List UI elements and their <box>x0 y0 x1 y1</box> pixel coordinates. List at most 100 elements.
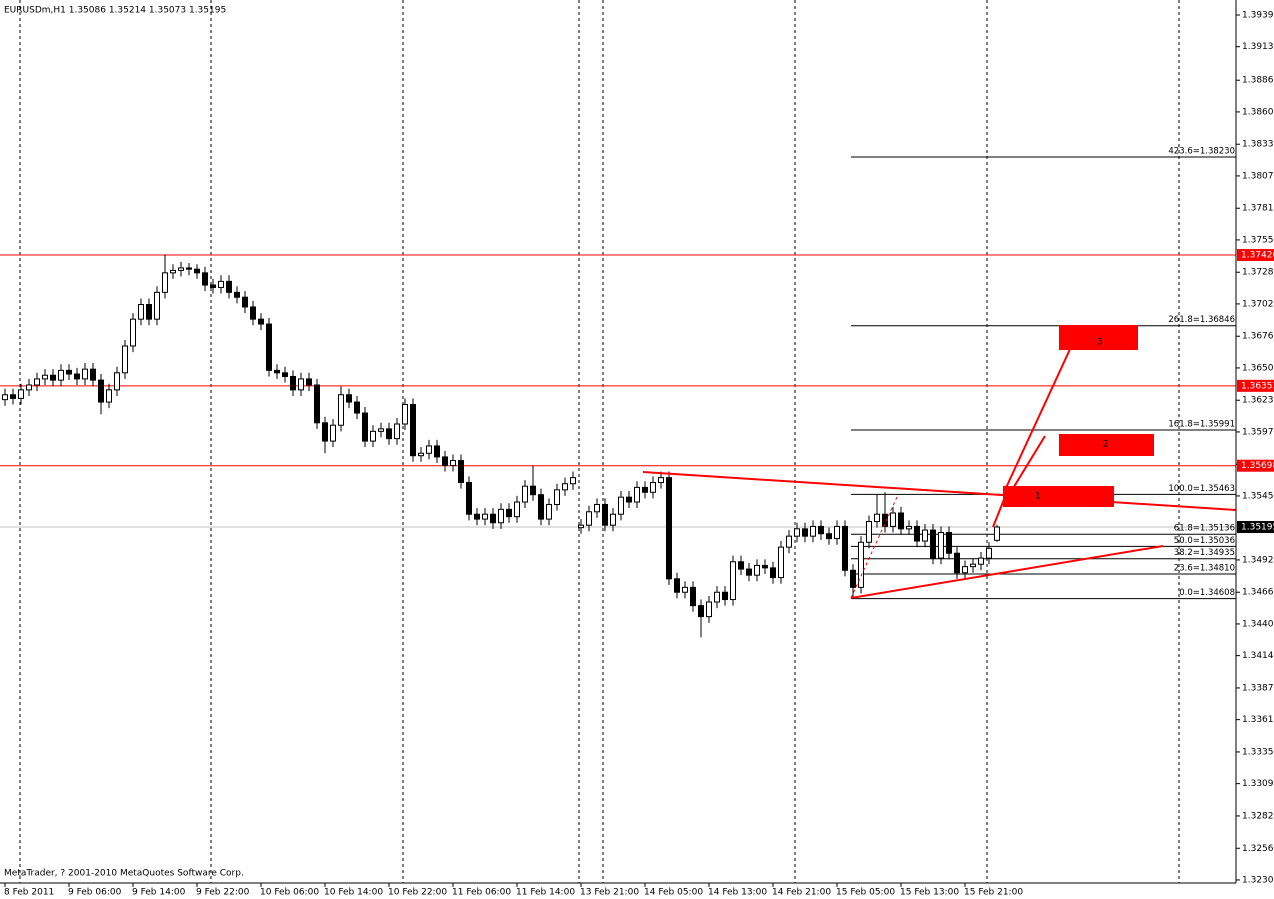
x-tick-label: 15 Feb 05:00 <box>836 888 895 898</box>
y-tick-label: 1.34400 <box>1242 619 1274 629</box>
candle-body <box>274 369 280 374</box>
candle-body <box>194 268 200 274</box>
candle-body <box>914 525 920 542</box>
candle-body <box>90 368 96 381</box>
candle-body <box>610 513 616 526</box>
trendline <box>850 545 1164 599</box>
candle-body <box>898 512 904 530</box>
candle-body <box>34 378 40 386</box>
candle-body <box>778 546 784 579</box>
y-tick-label: 1.38075 <box>1242 171 1274 181</box>
candle-body <box>674 578 680 593</box>
candle-body <box>394 423 400 440</box>
candle-body <box>2 394 8 401</box>
candle-body <box>562 483 568 491</box>
candle-body <box>738 561 744 570</box>
candle-body <box>178 267 184 271</box>
y-tick-label: 1.37810 <box>1242 204 1274 214</box>
fib-label: 261.8=1.36846 <box>1168 315 1235 325</box>
candle-body <box>130 318 136 347</box>
y-tick-label: 1.36235 <box>1242 396 1274 406</box>
candle-body <box>682 586 688 593</box>
x-tick-label: 8 Feb 2011 <box>4 888 54 898</box>
trendline <box>1004 346 1072 491</box>
candle-body <box>226 280 232 293</box>
y-tick-label: 1.38335 <box>1242 140 1274 150</box>
y-tick-label: 1.34140 <box>1242 651 1274 661</box>
price-label: 1.37426 <box>1241 251 1274 261</box>
y-tick-label: 1.33875 <box>1242 683 1274 693</box>
y-tick-label: 1.38860 <box>1242 76 1274 86</box>
candle-body <box>378 428 384 432</box>
candle-body <box>570 477 576 485</box>
x-tick-label: 14 Feb 21:00 <box>772 888 831 898</box>
candle-body <box>170 269 176 274</box>
candle-body <box>954 552 960 574</box>
y-tick-label: 1.32560 <box>1242 844 1274 854</box>
x-tick-label: 10 Feb 22:00 <box>388 888 447 898</box>
fib-label: 50.0=1.35036 <box>1174 536 1235 546</box>
candle-body <box>698 605 704 618</box>
box-label: 1 <box>1035 492 1041 502</box>
candle-body <box>666 477 672 580</box>
candle-body <box>650 482 656 493</box>
candle-body <box>458 460 464 484</box>
candle-body <box>346 394 352 403</box>
candle-body <box>162 272 168 293</box>
fib-trend <box>850 496 898 599</box>
candle-body <box>474 513 480 520</box>
candle-body <box>794 528 800 537</box>
candle-body <box>514 501 520 518</box>
candle-body <box>290 375 296 391</box>
candle-body <box>18 389 24 399</box>
candle-body <box>634 486 640 503</box>
x-tick-label: 11 Feb 06:00 <box>452 888 511 898</box>
candle-body <box>362 412 368 442</box>
candle-body <box>882 513 888 527</box>
candle-body <box>986 547 992 559</box>
y-tick-label: 1.37025 <box>1242 299 1274 309</box>
candle-body <box>98 379 104 403</box>
footer: MetaTrader, ? 2001-2010 MetaQuotes Softw… <box>4 869 244 879</box>
candle-body <box>554 489 560 505</box>
chart-title: EURUSDm,H1 1.35086 1.35214 1.35073 1.351… <box>4 6 226 16</box>
fib-label: 161.8=1.35991 <box>1168 419 1235 429</box>
y-tick-label: 1.35975 <box>1242 427 1274 437</box>
x-tick-label: 14 Feb 05:00 <box>644 888 703 898</box>
candle-body <box>82 368 88 380</box>
candle-body <box>186 267 192 270</box>
candle-body <box>802 528 808 537</box>
y-tick-label: 1.32300 <box>1242 875 1274 885</box>
candle-body <box>202 272 208 286</box>
y-tick-label: 1.37285 <box>1242 268 1274 278</box>
axis-layer: 1.39395 1.39135 1.38860 1.38600 1.38335 1.380… <box>4 10 1274 898</box>
candle-body <box>810 525 816 537</box>
y-tick-label: 1.33615 <box>1242 715 1274 725</box>
candle-body <box>242 296 248 308</box>
box-label: 3 <box>1097 338 1103 348</box>
candle-body <box>530 485 536 496</box>
candle-body <box>746 568 752 576</box>
candle-body <box>282 372 288 377</box>
y-tick-label: 1.33090 <box>1242 779 1274 789</box>
x-tick-label: 15 Feb 13:00 <box>900 888 959 898</box>
y-tick-label: 1.32825 <box>1242 811 1274 821</box>
candle-body <box>210 284 216 288</box>
candle-body <box>138 304 144 320</box>
y-tick-label: 1.39395 <box>1242 10 1274 20</box>
x-tick-label: 10 Feb 06:00 <box>260 888 319 898</box>
candle-body <box>874 513 880 523</box>
trendline <box>642 471 1237 511</box>
candle-body <box>962 566 968 574</box>
y-tick-label: 1.34925 <box>1242 555 1274 565</box>
price-label-box <box>1237 459 1274 472</box>
x-tick-label: 14 Feb 13:00 <box>708 888 767 898</box>
candle-body <box>538 494 544 520</box>
candle-body <box>482 513 488 520</box>
y-tick-label: 1.36760 <box>1242 332 1274 342</box>
candle-body <box>330 424 336 442</box>
candle-body <box>818 525 824 535</box>
y-tick-label: 1.37550 <box>1242 235 1274 245</box>
fib-label: 38.2=1.34935 <box>1174 548 1235 558</box>
candle-body <box>722 591 728 601</box>
